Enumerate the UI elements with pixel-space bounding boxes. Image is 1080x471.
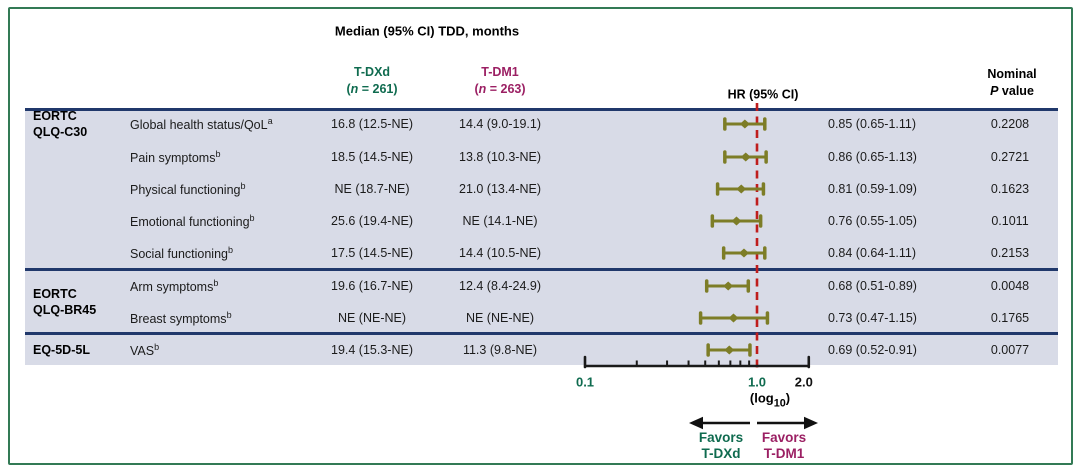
separator-line-mid1: [25, 268, 1058, 271]
separator-line-top: [25, 108, 1058, 111]
scale-group-label: EORTC QLQ-C30: [33, 109, 88, 139]
p-value: 0.2721: [990, 150, 1030, 164]
p-value: 0.0077: [990, 343, 1030, 357]
tdxd-n-count: (n = 261): [346, 82, 398, 96]
hr-value: 0.76 (0.55-1.05): [828, 214, 917, 228]
endpoint-label: Breast symptomsb: [130, 309, 232, 327]
hr-value: 0.84 (0.64-1.11): [828, 246, 917, 260]
pvalue-header-line2: P value: [990, 84, 1034, 98]
x-axis-tick-label: 0.1: [575, 374, 595, 390]
x-axis-tick-label: 2.0: [794, 374, 813, 390]
scale-group-label: EQ-5D-5L: [33, 343, 90, 357]
tdxd-value: NE (18.7-NE): [334, 182, 410, 196]
x-axis-tick-label: 1.0: [747, 374, 767, 390]
favors-right-line1: Favors: [761, 430, 807, 445]
tdxd-value: 19.4 (15.3-NE): [331, 343, 413, 357]
point-estimate-diamond: [731, 216, 742, 226]
hr-value: 0.69 (0.52-0.91): [828, 343, 917, 357]
point-estimate-diamond: [738, 248, 749, 258]
hr-value: 0.85 (0.65-1.11): [828, 117, 917, 131]
tdxd-value: 17.5 (14.5-NE): [331, 246, 413, 260]
favors-left-arrow-head: [689, 416, 703, 430]
p-value: 0.2208: [990, 117, 1030, 131]
column-header-tdm1: T-DM1 (n = 263): [474, 64, 525, 98]
tdm1-value: 11.3 (9.8-NE): [462, 343, 538, 357]
p-value: 0.1011: [991, 214, 1029, 228]
tdm1-value: 21.0 (13.4-NE): [459, 182, 541, 196]
column-header-tdxd: T-DXd (n = 261): [346, 64, 397, 98]
point-estimate-diamond: [736, 184, 747, 194]
endpoint-label: Social functioningb: [130, 244, 233, 262]
table-band: [25, 111, 1058, 365]
p-value: 0.0048: [990, 279, 1030, 293]
point-estimate-diamond: [723, 281, 734, 291]
point-estimate-diamond: [739, 119, 750, 129]
tdm1-name: T-DM1: [481, 65, 519, 79]
endpoint-label: Physical functioningb: [130, 180, 246, 198]
tdxd-value: 16.8 (12.5-NE): [331, 117, 413, 131]
point-estimate-diamond: [740, 152, 751, 162]
favors-left-line1: Favors: [698, 430, 744, 445]
tdxd-name: T-DXd: [353, 65, 391, 79]
favors-left-label: Favors T-DXd: [699, 430, 743, 462]
tdm1-value: 14.4 (10.5-NE): [459, 246, 541, 260]
tdm1-value: 12.4 (8.4-24.9): [459, 279, 541, 293]
hr-value: 0.68 (0.51-0.89): [828, 279, 917, 293]
separator-line-mid2: [25, 332, 1058, 335]
hr-value: 0.81 (0.59-1.09): [828, 182, 917, 196]
tdm1-value: NE (NE-NE): [465, 311, 535, 325]
axis-scale-label: (log10): [749, 390, 791, 410]
endpoint-label: Pain symptomsb: [130, 148, 221, 166]
column-header-hr: HR (95% CI): [727, 87, 799, 102]
scale-group-label: EORTC QLQ-BR45: [33, 287, 97, 317]
favors-left-line2: T-DXd: [701, 446, 741, 461]
tdm1-value: 14.4 (9.0-19.1): [459, 117, 541, 131]
endpoint-label: Arm symptomsb: [130, 277, 219, 295]
favors-right-label: Favors T-DM1: [762, 430, 806, 462]
tdxd-value: 19.6 (16.7-NE): [331, 279, 413, 293]
favors-right-line2: T-DM1: [763, 446, 805, 461]
hr-value: 0.73 (0.47-1.15): [828, 311, 917, 325]
tdm1-value: NE (14.1-NE): [462, 214, 538, 228]
endpoint-label: Emotional functioningb: [130, 212, 255, 230]
tdm1-value: 13.8 (10.3-NE): [459, 150, 541, 164]
tdxd-value: NE (NE-NE): [337, 311, 407, 325]
p-value: 0.2153: [990, 246, 1030, 260]
tdxd-value: 18.5 (14.5-NE): [331, 150, 413, 164]
figure-title: Median (95% CI) TDD, months: [334, 23, 520, 39]
pvalue-header-line1: Nominal: [987, 67, 1037, 81]
endpoint-label: Global health status/QoLa: [130, 115, 273, 133]
tdm1-n-count: (n = 263): [474, 82, 526, 96]
hr-value: 0.86 (0.65-1.13): [828, 150, 917, 164]
favors-right-arrow-head: [804, 416, 818, 430]
tdxd-value: 25.6 (19.4-NE): [331, 214, 413, 228]
p-value: 0.1765: [990, 311, 1030, 325]
p-value: 0.1623: [990, 182, 1030, 196]
point-estimate-diamond: [728, 313, 739, 323]
point-estimate-diamond: [724, 345, 735, 355]
column-header-pvalue: Nominal P value: [987, 66, 1036, 100]
endpoint-label: VASb: [130, 341, 160, 359]
figure-border: [8, 7, 1073, 465]
